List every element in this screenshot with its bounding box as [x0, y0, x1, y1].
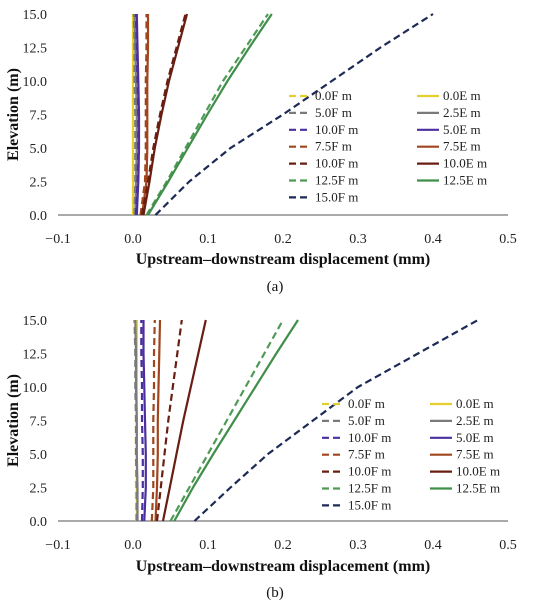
x-tick-label: −0.1	[45, 538, 70, 553]
x-tick-label: 0.0	[124, 232, 142, 247]
legend-label: 10.0F m	[348, 430, 391, 445]
series-line	[161, 319, 207, 522]
y-axis-title: Elevation (m)	[5, 374, 22, 467]
x-tick-label: 0.3	[349, 232, 367, 247]
y-tick-label: 0.0	[30, 209, 48, 224]
legend-label: 2.5E m	[456, 413, 494, 428]
x-tick-label: 0.2	[274, 232, 292, 247]
panel-label: (a)	[267, 279, 284, 295]
x-tick-label: 0.1	[199, 538, 217, 553]
y-tick-label: 2.5	[30, 176, 48, 191]
legend-label: 12.5F m	[348, 481, 391, 496]
legend-label: 10.0E m	[456, 464, 500, 479]
legend-label: 7.5E m	[443, 139, 481, 154]
legend-label: 12.5E m	[443, 173, 487, 188]
legend-label: 5.0E m	[443, 122, 481, 137]
legend-label: 7.5E m	[456, 447, 494, 462]
series-line	[145, 13, 269, 216]
legend-label: 5.0F m	[348, 413, 385, 428]
x-tick-label: 0.1	[199, 232, 217, 247]
legend-label: 10.0F m	[315, 122, 358, 137]
series-line	[135, 13, 141, 216]
y-tick-label: 15.0	[23, 8, 48, 23]
chart-panel-a: −0.1 0.0 0.1 0.2 0.3 0.4 0.5 0.0 2.5 5.0 7.5 10.0 12…	[5, 8, 517, 295]
series-line	[147, 13, 273, 216]
legend-label: 0.0E m	[443, 88, 481, 103]
legend-label: 10.0F m	[315, 156, 358, 171]
y-tick-label: 2.5	[30, 482, 48, 497]
x-tick-label: 0.3	[349, 538, 367, 553]
legend-label: 0.0E m	[456, 396, 494, 411]
y-tick-label: 10.0	[23, 381, 48, 396]
legend-label: 12.5E m	[456, 481, 500, 496]
series-line	[150, 319, 156, 522]
legend-label: 7.5F m	[348, 447, 385, 462]
series-line	[133, 13, 138, 216]
x-tick-label: 0.4	[424, 538, 442, 553]
x-axis-title: Upstream–downstream displacement (mm)	[136, 558, 430, 575]
x-tick-label: 0.5	[499, 538, 517, 553]
legend-label: 2.5E m	[443, 105, 481, 120]
legend-label: 15.0F m	[348, 497, 391, 512]
y-tick-label: 5.0	[30, 448, 48, 463]
series-line	[154, 319, 162, 522]
legend-label: 10.0F m	[348, 464, 391, 479]
x-tick-label: 0.2	[274, 538, 292, 553]
legend-label: 5.0F m	[315, 105, 352, 120]
x-tick-label: −0.1	[45, 232, 70, 247]
panel-label: (b)	[266, 585, 284, 601]
y-tick-label: 7.5	[30, 415, 48, 430]
x-axis-title: Upstream–downstream displacement (mm)	[136, 251, 430, 268]
series-line	[139, 14, 148, 216]
y-tick-label: 10.0	[23, 75, 48, 90]
y-tick-label: 5.0	[30, 142, 48, 157]
series-line	[193, 319, 479, 522]
legend-label: 5.0E m	[456, 430, 494, 445]
series-line	[169, 319, 284, 522]
x-tick-label: 0.4	[424, 232, 442, 247]
series-line	[140, 13, 187, 216]
legend-label: 0.0F m	[315, 88, 352, 103]
y-tick-label: 12.5	[23, 42, 48, 57]
legend-label: 0.0F m	[348, 396, 385, 411]
series-line	[155, 319, 183, 522]
legend-label: 7.5F m	[315, 139, 352, 154]
y-tick-label: 7.5	[30, 109, 48, 124]
legend-label: 10.0E m	[443, 156, 487, 171]
x-tick-label: 0.0	[124, 538, 142, 553]
series-line	[140, 320, 144, 522]
series-line	[134, 319, 139, 521]
legend-label: 15.0F m	[315, 189, 358, 204]
series-line	[142, 320, 147, 522]
y-tick-label: 12.5	[23, 348, 48, 363]
y-tick-label: 15.0	[23, 314, 48, 329]
y-tick-label: 0.0	[30, 515, 48, 530]
chart-panel-b: −0.1 0.0 0.1 0.2 0.3 0.4 0.5 0.0 2.5 5.0 7.5 10.0 12…	[5, 314, 517, 601]
x-tick-label: 0.5	[499, 232, 517, 247]
series-line	[154, 13, 434, 216]
series-line	[173, 319, 299, 522]
legend-label: 12.5F m	[315, 173, 358, 188]
series-line	[140, 14, 150, 216]
series-line	[142, 13, 189, 216]
y-axis-title: Elevation (m)	[5, 68, 22, 161]
